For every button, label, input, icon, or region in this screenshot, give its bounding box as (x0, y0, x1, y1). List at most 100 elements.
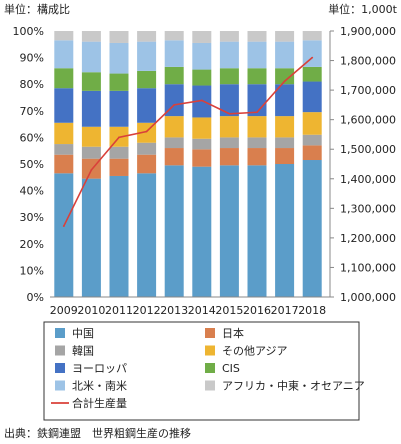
x-axis: 2009 2010 2011 2012 2013 2014 2015 2016 2017 2018 (50, 304, 326, 317)
bar-segment (247, 137, 267, 149)
left-tick-label: 60% (20, 131, 44, 144)
legend-box (43, 321, 360, 421)
bar-segment (302, 40, 322, 67)
legend-swatch (205, 345, 215, 356)
bar-stacks (50, 31, 330, 298)
bar-segment (275, 31, 295, 42)
bar-segment (302, 145, 322, 161)
bar-segment (219, 31, 239, 42)
bar-segment (275, 84, 295, 117)
bar-segment (219, 116, 239, 138)
bar-segment (302, 66, 322, 82)
bar-segment (302, 160, 322, 297)
legend-label: CIS (222, 362, 240, 375)
right-tick-label: 1,300,000 (340, 202, 396, 215)
x-tick-label: 2016 (243, 304, 271, 317)
x-tick-label: 2009 (50, 304, 78, 317)
bar-segment (109, 90, 129, 127)
bar-segment (275, 68, 295, 85)
bar-segment (302, 81, 322, 113)
x-tick-label: 2017 (271, 304, 299, 317)
legend-label: 合計生産量 (72, 396, 127, 410)
legend-label: その他アジア (222, 345, 288, 358)
legend-swatch (205, 328, 215, 338)
bar-segment (164, 165, 184, 297)
bar-segment (192, 69, 212, 86)
bar-segment (81, 126, 101, 147)
left-tick-label: 20% (20, 238, 44, 251)
line-point (256, 111, 258, 114)
bar-segment (219, 148, 239, 166)
legend-label: ヨーロッパ (72, 362, 127, 375)
legend-label: 日本 (222, 326, 244, 340)
x-tick-label: 2015 (215, 304, 243, 317)
left-tick-label: 50% (20, 158, 44, 171)
bar-segment (302, 31, 322, 41)
bar-segment (54, 154, 74, 174)
bar-segment (54, 173, 74, 297)
right-tick-label: 1,800,000 (340, 55, 396, 68)
bar-segment (192, 31, 212, 43)
line-point (228, 112, 231, 115)
left-tick-label: 80% (20, 78, 44, 91)
line-point (62, 225, 65, 227)
bar-segment (81, 146, 101, 159)
bar-segment (164, 116, 184, 138)
bar-segment (275, 137, 295, 149)
bar-segment (137, 88, 157, 123)
bar-segment (192, 42, 212, 70)
bar-segment (109, 146, 129, 159)
legend-swatch (55, 328, 65, 338)
x-tick-label: 2013 (160, 304, 188, 317)
bar-segment (109, 42, 129, 74)
bar-segment (192, 85, 212, 118)
bar-segment (81, 178, 101, 297)
legend-swatch (55, 345, 65, 356)
bar-segment (81, 31, 101, 42)
line-point (283, 80, 286, 83)
bar-segment (219, 84, 239, 117)
bar-segment (109, 175, 129, 297)
bar-segment (137, 154, 157, 174)
bar-segment (275, 148, 295, 164)
left-tick-label: 30% (20, 211, 44, 224)
bar-segment (54, 31, 74, 41)
bar-segment (54, 88, 74, 123)
bar-segment (164, 137, 184, 149)
right-tick-label: 1,400,000 (340, 173, 396, 186)
bar-segment (81, 41, 101, 73)
bar-segment (54, 68, 74, 89)
bar-segment (54, 40, 74, 69)
source-note: 出典：鉄鋼連盟 世界粗鋼生産の推移 (4, 426, 191, 440)
right-tick-label: 1,500,000 (340, 143, 396, 156)
right-axis: 1,000,000 1,100,000 1,200,000 1,300,000 1,40… (329, 25, 396, 304)
x-tick-label: 2014 (188, 304, 216, 317)
line-point (90, 169, 93, 171)
x-tick-label: 2011 (105, 304, 133, 317)
bar-segment (137, 142, 157, 155)
bar-segment (109, 31, 129, 43)
bar-segment (247, 41, 267, 69)
bar-segment (219, 165, 239, 297)
legend-label: 韓国 (72, 345, 94, 358)
legend-swatch (55, 380, 65, 391)
bar-segment (164, 40, 184, 67)
bar-segment (247, 116, 267, 138)
right-tick-label: 1,200,000 (340, 232, 396, 245)
bar-segment (109, 73, 129, 91)
bar-segment (137, 41, 157, 71)
bar-segment (302, 112, 322, 135)
left-tick-label: 70% (20, 105, 44, 118)
bar-segment (137, 173, 157, 297)
line-point (118, 136, 120, 139)
bar-segment (275, 164, 295, 297)
bar-segment (192, 138, 212, 150)
x-tick-label: 2010 (77, 304, 105, 317)
bar-segment (302, 134, 322, 146)
bar-segment (81, 72, 101, 91)
bar-segment (247, 148, 267, 166)
bar-segment (164, 84, 184, 117)
x-tick-label: 2012 (133, 304, 161, 317)
bar-segment (192, 149, 212, 167)
